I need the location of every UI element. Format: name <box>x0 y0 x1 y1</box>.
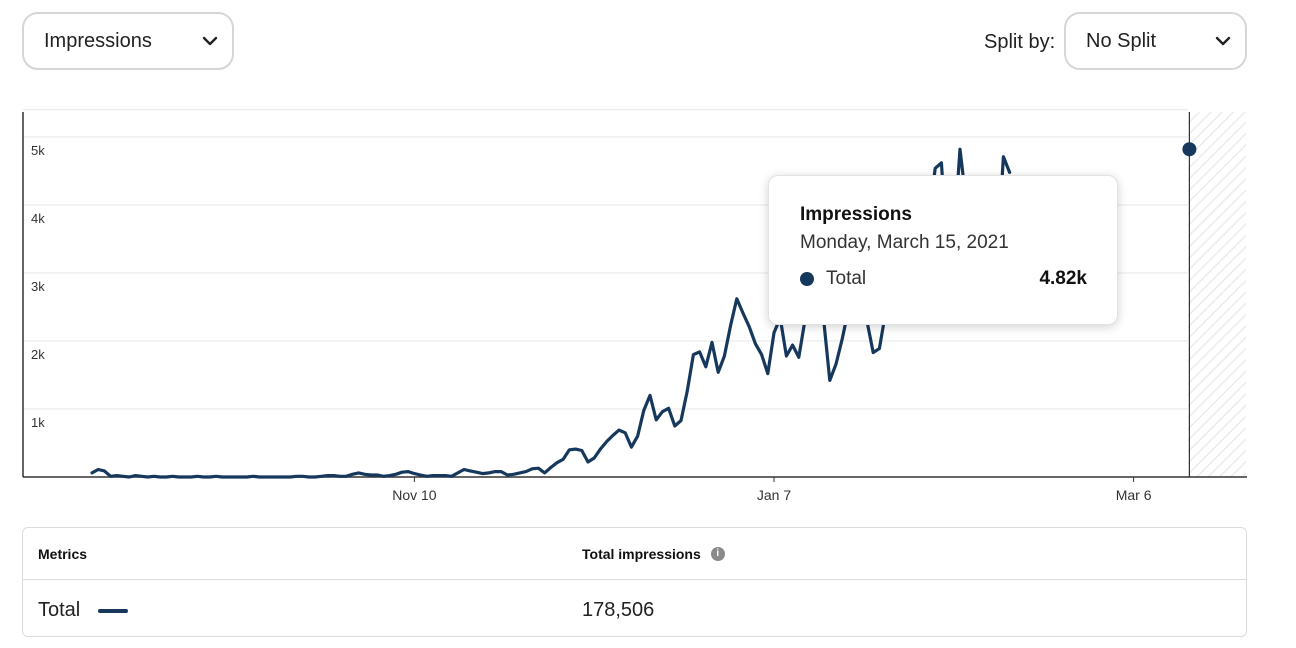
highlight-point[interactable] <box>1182 142 1197 157</box>
x-tick-label: Mar 6 <box>1116 487 1152 503</box>
metric-dropdown[interactable]: Impressions <box>22 12 234 70</box>
tooltip-date: Monday, March 15, 2021 <box>800 232 1009 253</box>
tooltip-title: Impressions <box>800 204 912 225</box>
metrics-table-header: Metrics Total impressions i <box>23 528 1246 580</box>
total-impressions-value: 178,506 <box>582 599 655 621</box>
y-axis-ticks: 1k 2k 3k 4k 5k <box>31 143 45 430</box>
table-row: Total 178,506 <box>23 580 1246 638</box>
series-dot-icon <box>800 272 814 286</box>
impressions-line-chart[interactable]: 1k 2k 3k 4k 5k Nov 10 Jan 7 Mar 6 <box>0 100 1296 520</box>
grid-lines <box>23 109 1188 410</box>
y-tick-label: 3k <box>31 279 45 294</box>
total-impressions-header-label: Total impressions <box>582 546 701 562</box>
tooltip-series-name: Total <box>826 268 867 289</box>
metrics-header: Metrics <box>38 546 88 562</box>
series-legend-line <box>98 608 129 613</box>
metric-dropdown-value: Impressions <box>44 29 152 52</box>
y-tick-label: 4k <box>31 211 45 226</box>
split-by-label: Split by: <box>984 31 1056 53</box>
y-tick-label: 2k <box>31 347 45 362</box>
x-tick-label: Nov 10 <box>392 487 437 503</box>
forecast-hatched-region <box>1188 112 1246 477</box>
chevron-down-icon <box>202 36 218 46</box>
chevron-down-icon <box>1215 36 1231 46</box>
y-tick-label: 5k <box>31 143 45 158</box>
tooltip-value: 4.82k <box>1039 268 1087 289</box>
x-axis-ticks: Nov 10 Jan 7 Mar 6 <box>392 477 1152 503</box>
tooltip-row: Total 4.82k <box>800 268 1087 290</box>
metric-label-cell: Total <box>38 599 129 622</box>
x-tick-label: Jan 7 <box>757 487 791 503</box>
y-tick-label: 1k <box>31 415 45 430</box>
total-impressions-header: Total impressions i <box>582 546 725 562</box>
split-dropdown-value: No Split <box>1086 29 1157 52</box>
chart-tooltip: Impressions Monday, March 15, 2021 Total… <box>768 175 1118 325</box>
info-icon[interactable]: i <box>710 547 725 561</box>
split-dropdown[interactable]: No Split <box>1064 12 1247 70</box>
metrics-table: Metrics Total impressions i Total 178,50… <box>22 527 1247 637</box>
metric-row-label: Total <box>38 599 81 621</box>
